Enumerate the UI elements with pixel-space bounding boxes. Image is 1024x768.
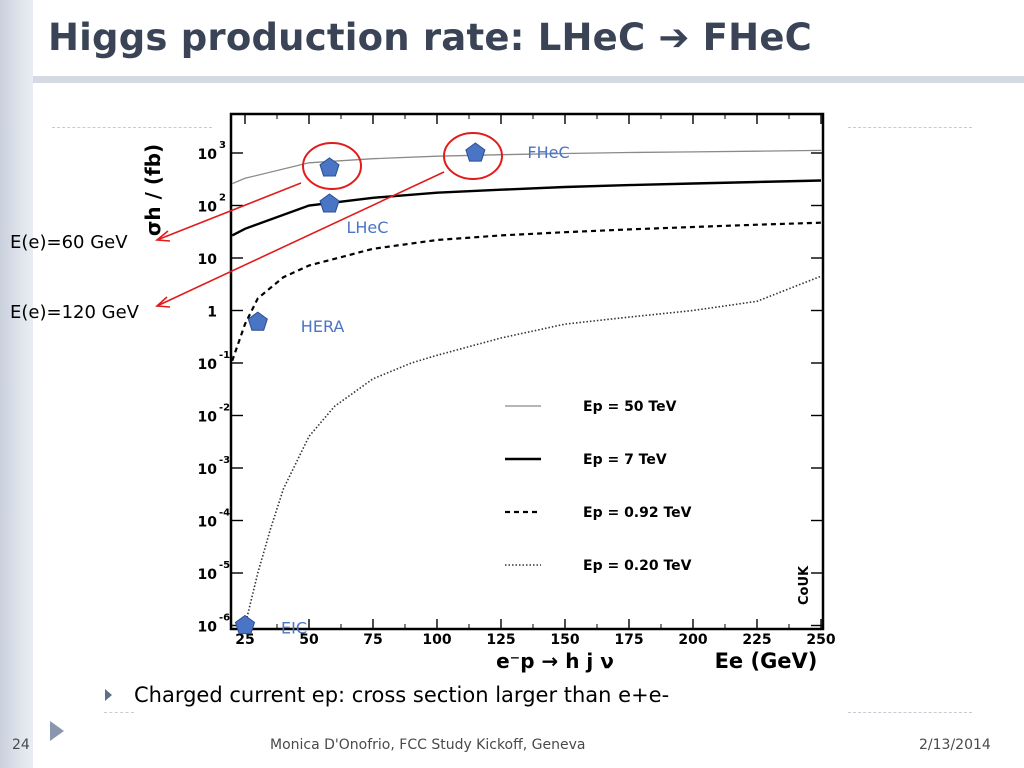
data-point-marker <box>319 157 340 177</box>
legend-label: Ep = 0.20 TeV <box>583 558 692 574</box>
x-axis-process: e⁻p → h j ν <box>496 649 614 673</box>
series-line <box>231 179 822 237</box>
y-tick-label: 10 <box>198 200 218 216</box>
annotation-arrowhead-120 <box>155 296 171 308</box>
bullet-text: Charged current ep: cross section larger… <box>134 683 670 707</box>
y-axis-title: σh / (fb) <box>141 144 165 236</box>
x-tick-label: 125 <box>486 632 515 648</box>
data-point-marker <box>465 142 486 162</box>
y-tick-label: 10 <box>198 515 218 531</box>
y-tick-exponent: 2 <box>219 193 226 204</box>
data-point-marker <box>234 614 256 635</box>
x-tick-label: 100 <box>422 632 451 648</box>
title-rule <box>33 76 1024 83</box>
y-tick-label: 1 <box>207 305 217 321</box>
point-label: FHeC <box>527 143 569 162</box>
y-tick-exponent: -3 <box>219 455 230 466</box>
y-tick-exponent: -5 <box>219 560 230 571</box>
data-point-marker <box>319 193 340 213</box>
fhec-highlight-circle-2 <box>443 132 503 180</box>
x-axis-unit: Ee (GeV) <box>715 649 818 673</box>
x-tick-label: 175 <box>614 632 643 648</box>
legend-label: Ep = 7 TeV <box>583 452 667 468</box>
x-tick-label: 150 <box>550 632 579 648</box>
y-tick-label: 10 <box>198 410 218 426</box>
callout-120gev: E(e)=120 GeV <box>10 302 139 323</box>
divider-right-top <box>848 127 972 128</box>
y-tick-label: 10 <box>198 462 218 478</box>
page-number: 24 <box>12 737 30 753</box>
y-tick-exponent: -1 <box>219 350 230 361</box>
divider-right-bottom <box>848 712 972 713</box>
divider-left-bottom <box>104 712 134 713</box>
y-tick-label: 10 <box>198 147 218 163</box>
footer-center: Monica D'Onofrio, FCC Study Kickoff, Gen… <box>270 737 586 753</box>
legend-label: Ep = 0.92 TeV <box>583 505 692 521</box>
legend-label: Ep = 50 TeV <box>583 399 677 415</box>
y-tick-exponent: -4 <box>219 508 230 519</box>
x-tick-label: 225 <box>742 632 771 648</box>
data-point-marker <box>247 311 268 331</box>
annotation-arrow-60 <box>156 182 302 241</box>
x-tick-label: 25 <box>235 632 254 648</box>
x-tick-label: 50 <box>299 632 319 648</box>
point-label: EIC <box>281 619 307 638</box>
bullet-arrow-icon <box>105 689 112 701</box>
x-tick-label: 75 <box>363 632 382 648</box>
point-label: HERA <box>301 317 345 336</box>
y-tick-exponent: -2 <box>219 403 230 414</box>
chart-watermark: CoUK <box>797 565 812 605</box>
y-tick-exponent: 3 <box>219 140 226 151</box>
fhec-highlight-circle <box>302 142 362 190</box>
footer-date: 2/13/2014 <box>919 737 991 753</box>
footer-arrow-icon <box>50 721 64 741</box>
y-tick-label: 10 <box>198 567 218 583</box>
left-decor-band <box>0 0 33 768</box>
y-tick-label: 10 <box>198 252 218 268</box>
callout-60gev: E(e)=60 GeV <box>10 232 128 253</box>
y-tick-label: 10 <box>198 357 218 373</box>
divider-left-top <box>52 127 212 128</box>
x-tick-label: 200 <box>678 632 707 648</box>
point-label: LHeC <box>346 218 388 237</box>
annotation-arrowhead-60 <box>154 230 171 242</box>
bullet-item: Charged current ep: cross section larger… <box>105 683 669 707</box>
x-tick-label: 250 <box>806 632 835 648</box>
y-tick-label: 10 <box>198 620 218 636</box>
series-line <box>231 221 822 362</box>
annotation-arrow-120 <box>156 171 445 307</box>
slide-title: Higgs production rate: LHeC ➔ FHeC <box>48 16 812 59</box>
y-tick-exponent: -6 <box>219 613 230 624</box>
plot-frame <box>229 112 825 631</box>
